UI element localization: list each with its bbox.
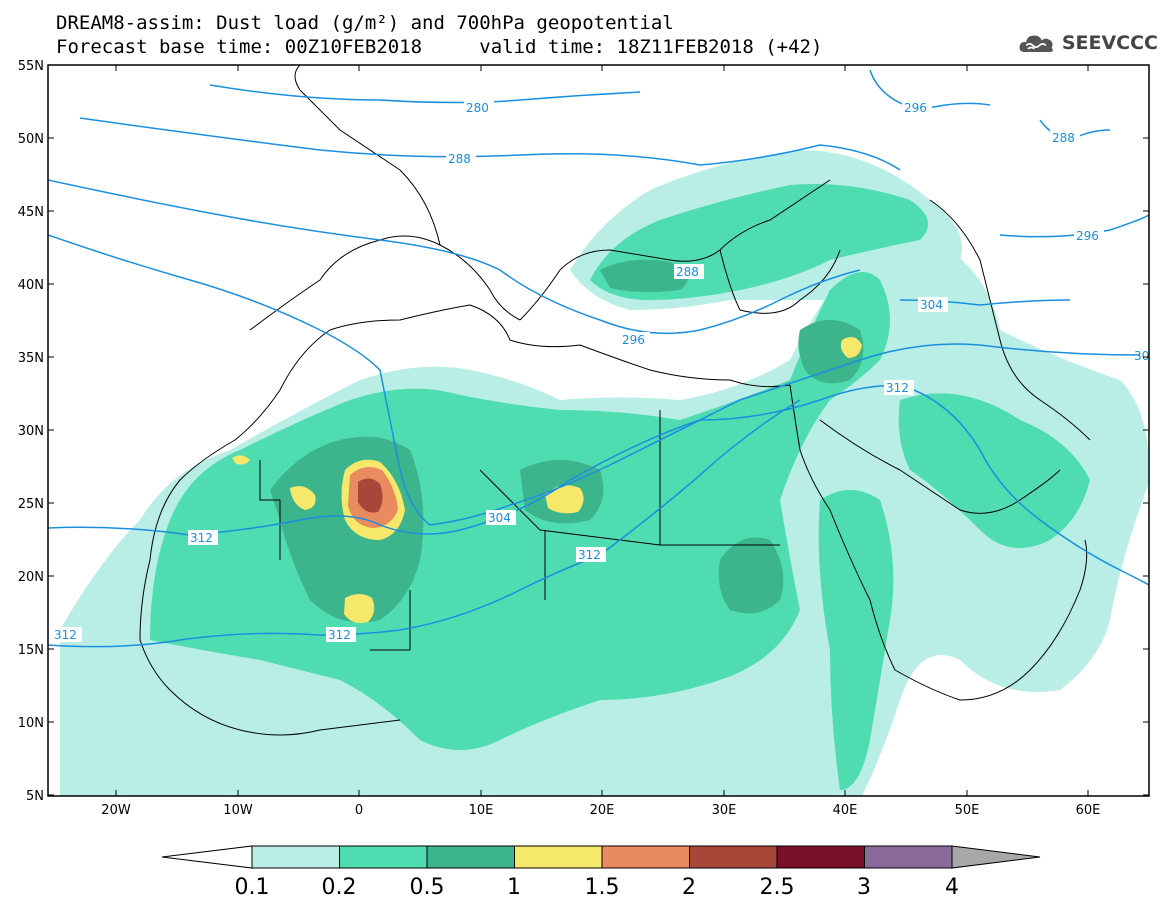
lon-label-10W: 10W [223,803,253,818]
contour-label-312-south: 312 [328,628,351,642]
colorbar-boxes [251,845,953,869]
lon-label-20E: 20E [590,803,615,818]
lon-label-40E: 40E [833,803,858,818]
map-title: DREAM8-assim: Dust load (g/m²) and 700hP… [56,12,674,34]
colorbar-box [339,845,428,869]
contour-label-312-east: 312 [886,381,909,395]
lat-label-35N: 35N [18,351,44,366]
cloud-icon [1019,35,1053,53]
forecast-base-time: Forecast base time: 00Z10FEB2018 [56,36,423,58]
lat-label-20N: 20N [18,570,44,585]
contour-label-296: 296 [622,333,645,347]
contour-label-280: 280 [466,101,489,115]
lat-label-45N: 45N [18,205,44,220]
lat-label-55N: 55N [18,59,44,74]
lat-label-40N: 40N [18,278,44,293]
colorbar-label-0.2: 0.2 [322,875,357,900]
valid-time: valid time: 18Z11FEB2018 (+42) [479,36,823,58]
colorbar-label-4: 4 [945,875,959,900]
contour-label-304: 304 [488,511,511,525]
coastlines [139,65,1091,736]
contour-label-312-center: 312 [578,548,601,562]
contour-label-312-west: 312 [190,531,213,545]
lon-label-50E: 50E [955,803,980,818]
contour-label-296-ne: 296 [904,101,927,115]
lon-label-30E: 30E [712,803,737,818]
colorbar-box [514,845,603,869]
colorbar-box [426,845,515,869]
colorbar-low-arrow [161,845,253,869]
colorbar-box [864,845,953,869]
lat-label-50N: 50N [18,132,44,147]
axis-ticks [48,64,1149,796]
map-subtitle: Forecast base time: 00Z10FEB2018 valid t… [56,36,822,58]
contour-labels: 280 288 296 296 288 296 304 312 312 312 … [52,100,1149,642]
lon-label-10E: 10E [469,803,494,818]
contour-label-288: 288 [448,152,471,166]
lat-label-10N: 10N [18,716,44,731]
colorbar-label-0.1: 0.1 [235,875,270,900]
lat-label-30N: 30N [18,424,44,439]
colorbar-label-2: 2 [682,875,696,900]
lon-label-0: 0 [355,803,363,818]
lon-labels: 20W 10W 0 10E 20E 30E 40E 50E 60E [101,803,1100,818]
colorbar-label-1.5: 1.5 [585,875,620,900]
seevccc-logo: SEEVCCC [1018,26,1158,60]
lat-label-15N: 15N [18,643,44,658]
lat-label-5N: 5N [26,789,44,804]
lat-labels: 55N 50N 45N 40N 35N 30N 25N 20N 15N 10N … [18,59,44,804]
logo-text: SEEVCCC [1061,32,1158,54]
contour-label-304-east: 304 [920,298,943,312]
colorbar-label-1: 1 [507,875,521,900]
contour-label-288-east: 288 [1052,131,1075,145]
colorbar: 0.1 0.2 0.5 1 1.5 2 2.5 3 4 [161,845,1041,900]
colorbar-box [689,845,778,869]
contour-label-30-edge: 30 [1134,349,1149,363]
colorbar-label-2.5: 2.5 [760,875,795,900]
contour-label-288-aegean: 288 [676,265,699,279]
contour-label-312-edge: 312 [54,628,77,642]
lon-label-60E: 60E [1076,803,1101,818]
colorbar-high-arrow [951,845,1041,869]
colorbar-label-0.5: 0.5 [410,875,445,900]
contour-label-296-east: 296 [1076,229,1099,243]
colorbar-box [776,845,865,869]
colorbar-box [251,845,340,869]
colorbar-box [601,845,690,869]
colorbar-label-3: 3 [857,875,871,900]
lat-label-25N: 25N [18,497,44,512]
lon-label-20W: 20W [101,803,131,818]
dust-level-2 [358,478,383,513]
